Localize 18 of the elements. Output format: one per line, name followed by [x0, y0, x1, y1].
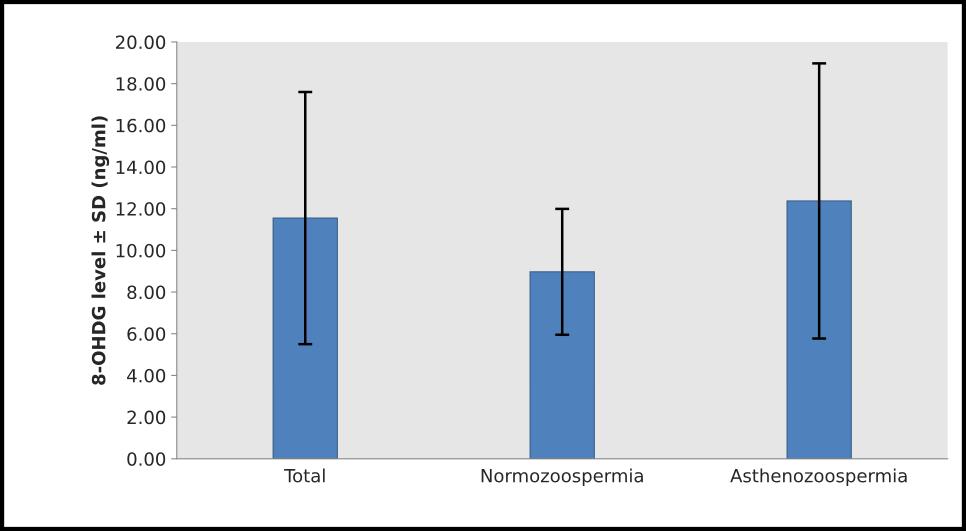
- bar: [530, 271, 595, 459]
- y-tick-label: 0.00: [127, 452, 166, 466]
- y-tick-label: 10.00: [116, 244, 166, 258]
- y-tick-label: 20.00: [116, 35, 166, 50]
- y-tick-label: 4.00: [127, 368, 166, 383]
- y-tick-label: 2.00: [127, 410, 166, 424]
- y-axis-title: 8-OHDG level ± SD (ng/ml): [92, 116, 110, 385]
- y-tick-label: 6.00: [127, 327, 166, 341]
- y-tick-label: 14.00: [116, 160, 166, 174]
- y-tick-label: 8.00: [127, 286, 166, 300]
- bar: [786, 200, 852, 459]
- x-tick-label: Asthenozoospermia: [730, 468, 907, 486]
- x-tick-label: Normozoospermia: [482, 468, 643, 486]
- y-tick-label: 18.00: [116, 77, 166, 91]
- y-tick-label: 12.00: [116, 202, 166, 216]
- y-tick-label: 16.00: [116, 118, 166, 132]
- x-tick-label: Total: [284, 468, 325, 482]
- bar: [272, 218, 338, 459]
